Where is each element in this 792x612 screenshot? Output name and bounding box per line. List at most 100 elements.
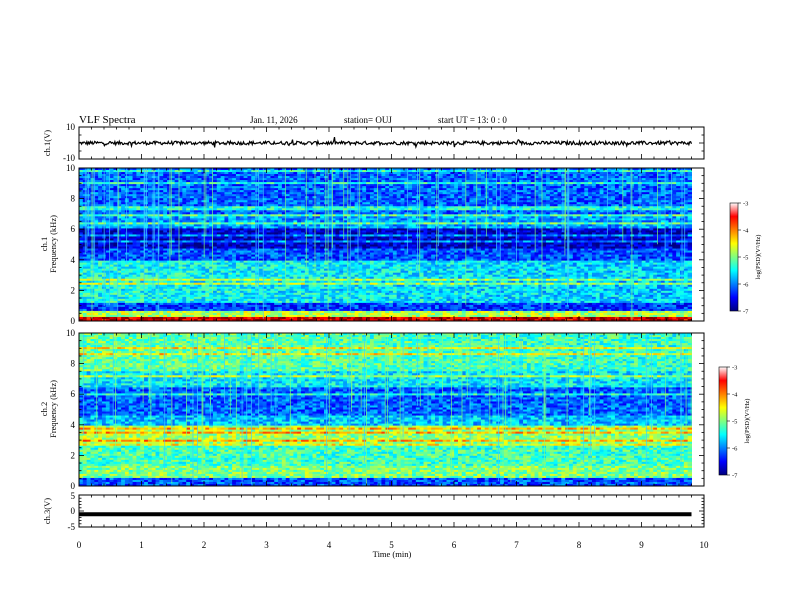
spectrogram-cell <box>216 228 222 231</box>
spectrogram-cell <box>228 298 233 302</box>
spectrogram-cell <box>182 264 187 268</box>
spectrogram-cell <box>128 294 134 298</box>
spectrogram-cell <box>212 180 218 183</box>
spectrogram-cell <box>90 186 95 189</box>
spectrogram-cell <box>235 282 241 286</box>
spectrogram-cell <box>170 232 176 235</box>
spectrogram-cell <box>235 238 241 241</box>
spectrogram-cell <box>235 254 241 258</box>
spectrogram-cell <box>155 244 160 248</box>
spectrogram-cell <box>255 250 260 254</box>
spectrogram-cell <box>190 256 195 260</box>
spectrogram-cell <box>255 308 260 312</box>
spectrogram-cell <box>174 290 180 294</box>
spectrogram-cell <box>155 280 160 284</box>
spectrogram-cell <box>79 184 84 187</box>
spectrogram-cell <box>247 312 252 316</box>
spectrogram-cell <box>182 178 187 181</box>
spectrogram-cell <box>182 244 187 248</box>
spectrogram-cell <box>128 286 134 290</box>
ch1-waveform-trace <box>78 136 693 149</box>
spectrogram-cell <box>117 196 122 199</box>
spectrogram-cell <box>151 252 157 256</box>
spectrogram-cell <box>94 222 99 225</box>
spectrogram-cell <box>167 182 172 185</box>
spectrogram-cell <box>228 238 233 241</box>
spectrogram-cell <box>220 168 225 171</box>
spectrogram-cell <box>109 216 114 219</box>
spectrogram-cell <box>186 232 191 235</box>
spectrogram-cell <box>201 272 206 276</box>
spectrogram-cell <box>124 230 130 233</box>
spectrogram-cell <box>121 190 126 193</box>
spectrogram-cell <box>247 308 252 312</box>
spectrogram-cell <box>117 200 122 203</box>
spectrogram-cell <box>178 212 183 215</box>
spectrogram-cell <box>170 186 176 189</box>
spectrogram-cell <box>228 240 233 243</box>
spectrogram-cell <box>140 214 145 217</box>
spectrogram-cell <box>105 252 111 256</box>
spectrogram-cell <box>79 316 84 320</box>
spectrogram-cell <box>255 292 260 296</box>
spectrogram-cell <box>193 308 199 312</box>
spectrogram-cell <box>255 180 260 183</box>
spectrogram-cell <box>98 180 103 183</box>
spectrogram-cell <box>255 246 260 250</box>
spectrogram-cell <box>232 316 237 320</box>
spectrogram-cell <box>147 226 153 229</box>
spectrogram-cell <box>235 276 241 280</box>
spectrogram-cell <box>239 220 245 223</box>
spectrogram-cell <box>247 290 252 294</box>
spectrogram-cell <box>228 282 233 286</box>
spectrogram-cell <box>79 186 84 189</box>
spectrogram-cell <box>140 208 145 211</box>
spectrogram-cell <box>224 258 229 262</box>
spectrogram-cell <box>220 314 225 318</box>
spectrogram-cell <box>212 174 218 177</box>
spectrogram-cell <box>190 264 195 268</box>
spectrogram-cell <box>136 194 141 197</box>
spectrogram-cell <box>216 236 222 239</box>
spectrogram-cell <box>140 258 145 262</box>
spectrogram-cell <box>178 268 183 272</box>
spectrogram-cell <box>128 210 134 213</box>
spectrogram-cell <box>128 224 134 227</box>
spectrogram-cell <box>170 308 176 312</box>
spectrogram-cell <box>132 262 137 266</box>
spectrogram-cell <box>190 258 195 262</box>
spectrogram-cell <box>121 300 126 304</box>
spectrogram-cell <box>239 274 245 278</box>
spectrogram-cell <box>147 276 153 280</box>
spectrogram-cell <box>124 192 130 195</box>
spectrogram-cell <box>170 282 176 286</box>
spectrogram-cell <box>155 174 160 177</box>
spectrogram-cell <box>163 222 168 225</box>
spectrogram-cell <box>209 260 214 264</box>
spectrogram-cell <box>101 316 107 320</box>
spectrogram-cell <box>178 310 183 314</box>
spectrogram-cell <box>212 226 218 229</box>
spectrogram-cell <box>105 230 111 233</box>
spectrogram-cell <box>155 190 160 193</box>
spectrogram-cell <box>205 192 210 195</box>
spectrogram-cell <box>90 276 95 280</box>
spectrogram-cell <box>190 266 195 270</box>
spectrogram-cell <box>209 170 214 173</box>
spectrogram-cell <box>109 188 114 191</box>
spectrogram-cell <box>232 210 237 213</box>
spectrogram-cell <box>258 214 264 217</box>
spectrogram-cell <box>159 194 164 197</box>
spectrogram-cell <box>182 218 187 221</box>
spectrogram-cell <box>94 252 99 256</box>
spectrogram-cell <box>243 208 248 211</box>
spectrogram-cell <box>216 310 222 314</box>
spectrogram-cell <box>190 196 195 199</box>
spectrogram-cell <box>151 288 157 292</box>
spectrogram-cell <box>178 292 183 296</box>
spectrogram-cell <box>216 288 222 292</box>
spectrogram-cell <box>235 178 241 181</box>
spectrogram-cell <box>228 174 233 177</box>
spectrogram-cell <box>140 270 145 274</box>
spectrogram-cell <box>140 292 145 296</box>
